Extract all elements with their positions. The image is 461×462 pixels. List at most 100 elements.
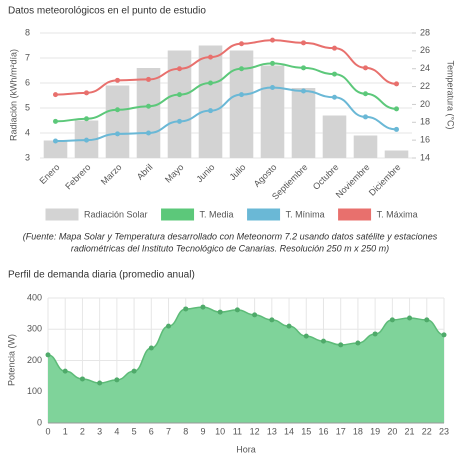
point bbox=[53, 118, 58, 124]
point bbox=[177, 92, 182, 98]
point bbox=[363, 114, 368, 120]
bar bbox=[105, 85, 130, 158]
area bbox=[48, 307, 444, 423]
chart-title: Datos meteorológicos en el punto de estu… bbox=[8, 6, 206, 17]
legend-swatch bbox=[161, 208, 195, 221]
x-tick-label: 13 bbox=[267, 426, 277, 436]
point bbox=[200, 304, 206, 310]
point bbox=[270, 84, 275, 90]
x-tick-label: 11 bbox=[233, 426, 242, 436]
bar bbox=[167, 50, 192, 158]
y-tick-label: 4 bbox=[25, 127, 30, 137]
point bbox=[332, 71, 337, 77]
point bbox=[62, 368, 68, 374]
footnote: (Fuente: Mapa Solar y Temperatura desarr… bbox=[23, 231, 438, 241]
point bbox=[303, 333, 309, 339]
y-tick-label: 400 bbox=[27, 292, 42, 302]
x-tick-label: Junio bbox=[194, 162, 216, 184]
bar bbox=[353, 135, 378, 158]
point bbox=[115, 107, 120, 113]
point bbox=[177, 118, 182, 124]
y2-tick-label: 28 bbox=[420, 27, 430, 37]
point bbox=[239, 66, 244, 72]
x-tick-label: 9 bbox=[200, 426, 205, 436]
point bbox=[407, 315, 413, 321]
x-tick-label: 12 bbox=[250, 426, 260, 436]
point bbox=[372, 331, 378, 337]
x-tick-label: Marzo bbox=[99, 162, 124, 187]
point bbox=[239, 41, 244, 47]
x-tick-label: 22 bbox=[422, 426, 432, 436]
point bbox=[301, 40, 306, 46]
bar bbox=[322, 115, 347, 158]
x-tick-label: 7 bbox=[166, 426, 171, 436]
point bbox=[53, 92, 58, 98]
point bbox=[45, 352, 51, 358]
x-tick-label: Mayo bbox=[163, 162, 186, 185]
point bbox=[208, 80, 213, 86]
y-tick-label: 7 bbox=[25, 52, 30, 62]
point bbox=[355, 340, 361, 346]
point bbox=[320, 338, 326, 344]
x-tick-label: 17 bbox=[336, 426, 346, 436]
point bbox=[332, 45, 337, 51]
point bbox=[363, 65, 368, 71]
bar bbox=[136, 68, 161, 158]
point bbox=[114, 377, 120, 383]
point bbox=[208, 108, 213, 114]
point bbox=[183, 306, 189, 312]
bar bbox=[198, 45, 223, 158]
point bbox=[217, 309, 223, 315]
point bbox=[252, 312, 258, 318]
point bbox=[84, 90, 89, 96]
point bbox=[84, 137, 89, 143]
legend-swatch bbox=[45, 208, 79, 221]
point bbox=[394, 81, 399, 87]
y-axis-title: Radiación (kWh/m²día) bbox=[8, 49, 18, 141]
point bbox=[363, 91, 368, 97]
chart-title: Perfil de demanda diaria (promedio anual… bbox=[8, 270, 195, 281]
point bbox=[208, 54, 213, 60]
y2-tick-label: 16 bbox=[420, 135, 430, 145]
x-tick-label: Agosto bbox=[252, 162, 279, 189]
point bbox=[301, 65, 306, 71]
x-tick-label: Abril bbox=[135, 162, 155, 182]
y-tick-label: 0 bbox=[37, 417, 42, 427]
bar bbox=[260, 65, 285, 158]
line bbox=[55, 39, 397, 96]
x-tick-label: Enero bbox=[38, 162, 62, 186]
x-tick-label: 0 bbox=[45, 426, 50, 436]
y-axis-title: Potencia (W) bbox=[6, 334, 16, 386]
point bbox=[115, 131, 120, 137]
x-tick-label: 16 bbox=[318, 426, 328, 436]
point bbox=[441, 332, 447, 338]
x-tick-label: 3 bbox=[97, 426, 102, 436]
x-tick-label: 19 bbox=[370, 426, 380, 436]
point bbox=[146, 130, 151, 136]
y-tick-label: 3 bbox=[25, 152, 30, 162]
x-tick-label: 2 bbox=[80, 426, 85, 436]
x-tick-label: Octubre bbox=[311, 162, 341, 192]
x-tick-label: 6 bbox=[149, 426, 154, 436]
y2-tick-label: 26 bbox=[420, 45, 430, 55]
point bbox=[79, 376, 85, 382]
x-tick-label: 18 bbox=[353, 426, 363, 436]
point bbox=[146, 103, 151, 109]
legend-swatch bbox=[338, 208, 372, 221]
y2-tick-label: 18 bbox=[420, 117, 430, 127]
point bbox=[270, 37, 275, 43]
point bbox=[131, 368, 137, 374]
footnote: radiométricas del Instituto Tecnológico … bbox=[71, 243, 389, 253]
x-tick-label: 5 bbox=[132, 426, 137, 436]
x-tick-label: 1 bbox=[63, 426, 68, 436]
point bbox=[301, 88, 306, 94]
y-tick-label: 100 bbox=[27, 386, 42, 396]
bar bbox=[229, 50, 254, 158]
x-tick-label: Febrero bbox=[63, 162, 92, 191]
point bbox=[148, 345, 154, 351]
y-tick-label: 5 bbox=[25, 102, 30, 112]
y-tick-label: 6 bbox=[25, 77, 30, 87]
y2-tick-label: 20 bbox=[420, 99, 430, 109]
point bbox=[270, 60, 275, 66]
